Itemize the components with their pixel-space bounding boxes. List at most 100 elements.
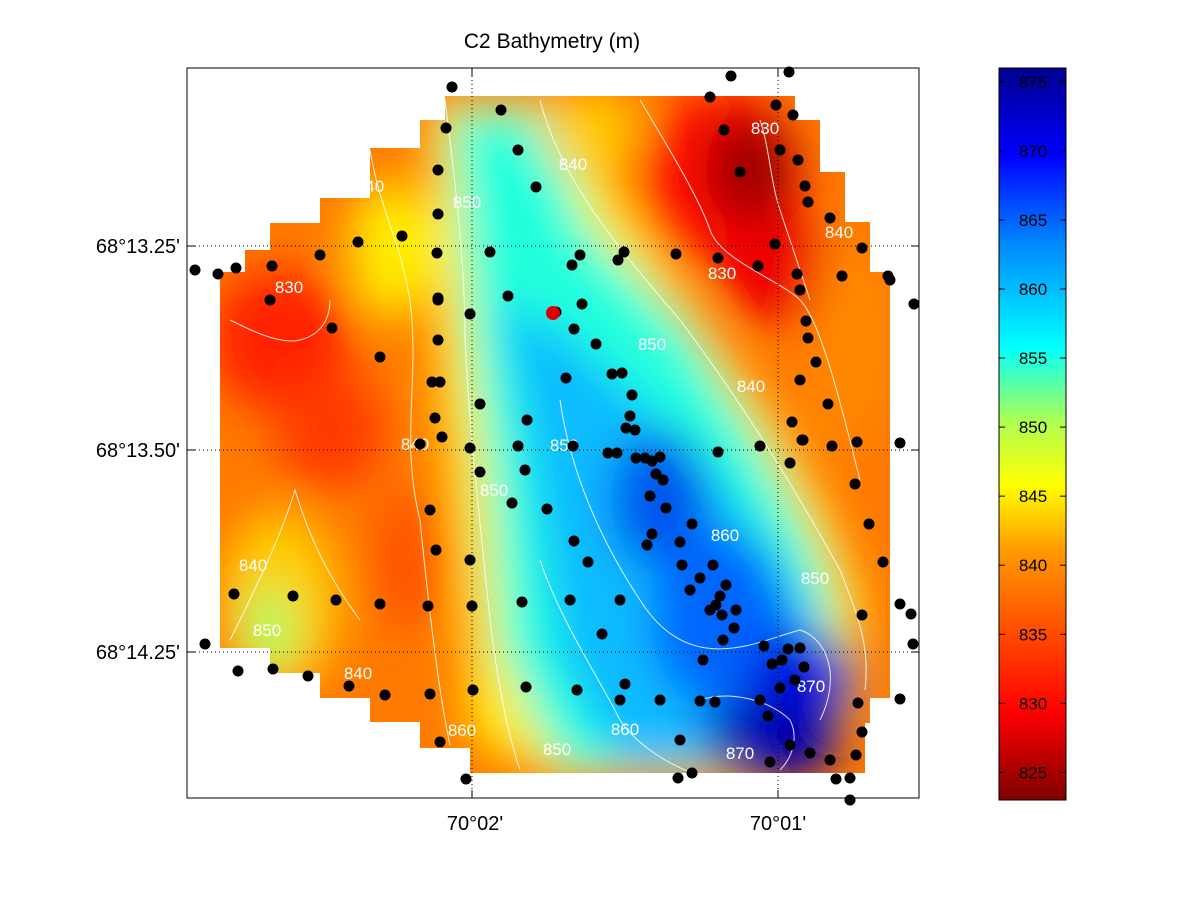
survey-station-marker <box>464 308 476 320</box>
bathymetry-surface <box>220 96 890 773</box>
contour-label: 830 <box>275 278 303 297</box>
survey-station-marker <box>430 544 442 556</box>
survey-station-marker <box>851 436 863 448</box>
survey-station-marker <box>432 334 444 346</box>
survey-station-marker <box>764 756 776 768</box>
survey-station-marker <box>560 372 572 384</box>
survey-station-marker <box>199 638 211 650</box>
survey-station-marker <box>571 684 583 696</box>
survey-station-marker <box>670 248 682 260</box>
survey-station-marker <box>762 710 774 722</box>
colorbar-tick-label: 850 <box>1019 418 1047 437</box>
survey-station-marker <box>844 772 856 784</box>
survey-station-marker <box>769 238 781 250</box>
survey-station-marker <box>826 440 838 452</box>
latitude-tick-label: 68°14.25' <box>96 642 180 664</box>
survey-station-marker <box>714 590 726 602</box>
survey-station-marker <box>629 424 641 436</box>
survey-station-marker <box>424 688 436 700</box>
survey-station-marker <box>630 452 642 464</box>
contour-label: 850 <box>453 193 481 212</box>
survey-station-marker <box>502 290 514 302</box>
survey-station-marker <box>326 322 338 334</box>
survey-station-marker <box>644 490 656 502</box>
survey-station-marker <box>694 695 706 707</box>
survey-station-marker <box>606 368 618 380</box>
survey-station-marker <box>716 609 728 621</box>
survey-station-marker <box>396 230 408 242</box>
survey-station-marker <box>564 594 576 606</box>
survey-station-marker <box>576 298 588 310</box>
survey-station-marker <box>474 398 486 410</box>
survey-station-marker <box>810 356 822 368</box>
contour-label: 840 <box>356 177 384 196</box>
survey-station-marker <box>446 81 458 93</box>
survey-station-marker <box>582 556 594 568</box>
contour-label: 860 <box>448 721 476 740</box>
contour-label: 840 <box>344 664 372 683</box>
contour-label: 870 <box>726 744 754 763</box>
survey-station-marker <box>856 726 868 738</box>
survey-station-marker <box>787 109 799 121</box>
survey-station-marker <box>676 559 688 571</box>
colorbar-tick-label: 870 <box>1019 142 1047 161</box>
survey-station-marker <box>574 249 586 261</box>
survey-station-marker <box>800 315 812 327</box>
survey-station-marker <box>794 642 806 654</box>
colorbar-tick-label: 825 <box>1019 763 1047 782</box>
survey-station-marker <box>784 457 796 469</box>
survey-station-marker <box>794 374 806 386</box>
survey-station-marker <box>686 518 698 530</box>
survey-station-marker <box>863 518 875 530</box>
survey-station-marker <box>684 584 696 596</box>
survey-station-marker <box>436 431 448 443</box>
survey-station-marker <box>541 503 553 515</box>
survey-station-marker <box>314 249 326 261</box>
latitude-tick-label: 68°13.50' <box>96 440 180 462</box>
survey-station-marker <box>852 697 864 709</box>
survey-station-marker <box>824 754 836 766</box>
survey-station-marker <box>464 554 476 566</box>
survey-station-marker <box>718 124 730 136</box>
colorbar-tick-label: 845 <box>1019 487 1047 506</box>
survey-station-marker <box>770 99 782 111</box>
survey-station-marker <box>802 196 814 208</box>
survey-station-marker <box>674 536 686 548</box>
survey-station-marker <box>287 590 299 602</box>
survey-station-marker <box>422 600 434 612</box>
survey-station-marker <box>728 622 740 634</box>
survey-station-marker <box>734 166 746 178</box>
survey-station-marker <box>267 663 279 675</box>
survey-station-marker <box>712 446 724 458</box>
contour-label: 850 <box>480 481 508 500</box>
survey-station-marker <box>786 416 798 428</box>
survey-station-marker <box>754 440 766 452</box>
survey-station-marker <box>774 682 786 694</box>
colorbar-tick-label: 835 <box>1019 625 1047 644</box>
survey-station-marker <box>614 594 626 606</box>
survey-station-marker <box>612 254 624 266</box>
survey-station-marker <box>431 247 443 259</box>
survey-station-marker <box>720 579 732 591</box>
survey-station-marker <box>374 351 386 363</box>
survey-station-marker <box>776 654 788 666</box>
survey-station-marker <box>506 497 518 509</box>
colorbar: 825 830 835 840 845 850 855 860 865 870 875 <box>998 67 1067 801</box>
survey-station-marker <box>704 604 716 616</box>
survey-station-marker <box>798 661 810 673</box>
survey-station-marker <box>232 665 244 677</box>
survey-station-marker <box>646 528 658 540</box>
survey-station-marker <box>836 270 848 282</box>
survey-station-marker <box>266 260 278 272</box>
survey-station-marker <box>905 608 917 620</box>
colorbar-tick-label: 865 <box>1019 211 1047 230</box>
survey-station-marker <box>830 773 842 785</box>
survey-station-marker <box>440 122 452 134</box>
survey-station-marker <box>530 181 542 193</box>
survey-station-marker <box>856 609 868 621</box>
survey-station-marker <box>697 654 709 666</box>
survey-station-marker <box>484 246 496 258</box>
survey-station-marker <box>516 596 528 608</box>
survey-station-marker <box>464 442 476 454</box>
survey-station-marker <box>758 640 770 652</box>
